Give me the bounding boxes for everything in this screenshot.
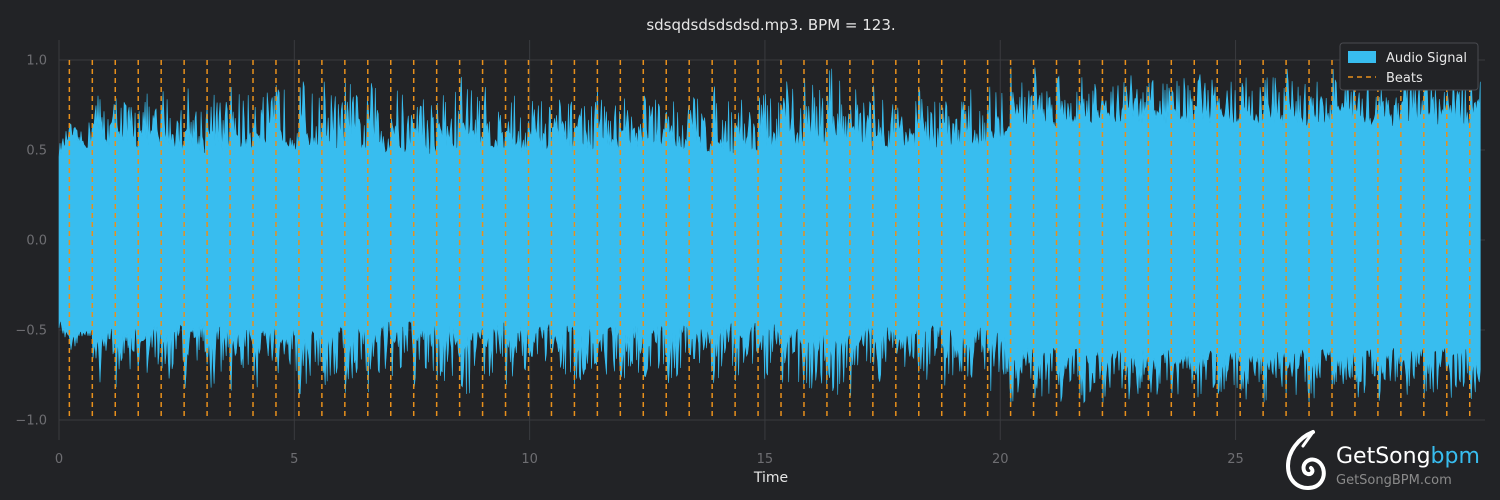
legend-label-beats: Beats bbox=[1386, 71, 1423, 86]
x-tick-label: 0 bbox=[55, 452, 63, 467]
x-tick-label: 15 bbox=[757, 452, 774, 467]
chart-title: sdsqdsdsdsdsd.mp3. BPM = 123. bbox=[646, 16, 895, 34]
logo-url: GetSongBPM.com bbox=[1336, 473, 1452, 488]
y-tick-label: −1.0 bbox=[15, 414, 47, 429]
y-tick-label: 0.5 bbox=[26, 144, 47, 159]
x-tick-label: 20 bbox=[992, 452, 1009, 467]
getsongbpm-logo: GetSongbpm GetSongBPM.com bbox=[1285, 430, 1480, 491]
guitar-logo-icon bbox=[1285, 430, 1326, 491]
x-tick-label: 25 bbox=[1227, 452, 1244, 467]
axis-ticks: 0 5 10 15 20 25 1.0 0.5 0.0 −0.5 −1.0 bbox=[15, 54, 1243, 468]
x-tick-label: 5 bbox=[290, 452, 298, 467]
legend-swatch-audio-signal bbox=[1348, 51, 1376, 63]
logo-brand: GetSongbpm bbox=[1336, 444, 1480, 469]
y-tick-label: 0.0 bbox=[26, 234, 47, 249]
y-tick-label: 1.0 bbox=[26, 54, 47, 69]
beats-series bbox=[68, 60, 1471, 420]
y-tick-label: −0.5 bbox=[15, 324, 47, 339]
x-tick-label: 10 bbox=[521, 452, 538, 467]
legend-label-audio-signal: Audio Signal bbox=[1386, 51, 1467, 66]
x-axis-title: Time bbox=[753, 470, 788, 486]
legend: Audio Signal Beats bbox=[1339, 42, 1479, 91]
